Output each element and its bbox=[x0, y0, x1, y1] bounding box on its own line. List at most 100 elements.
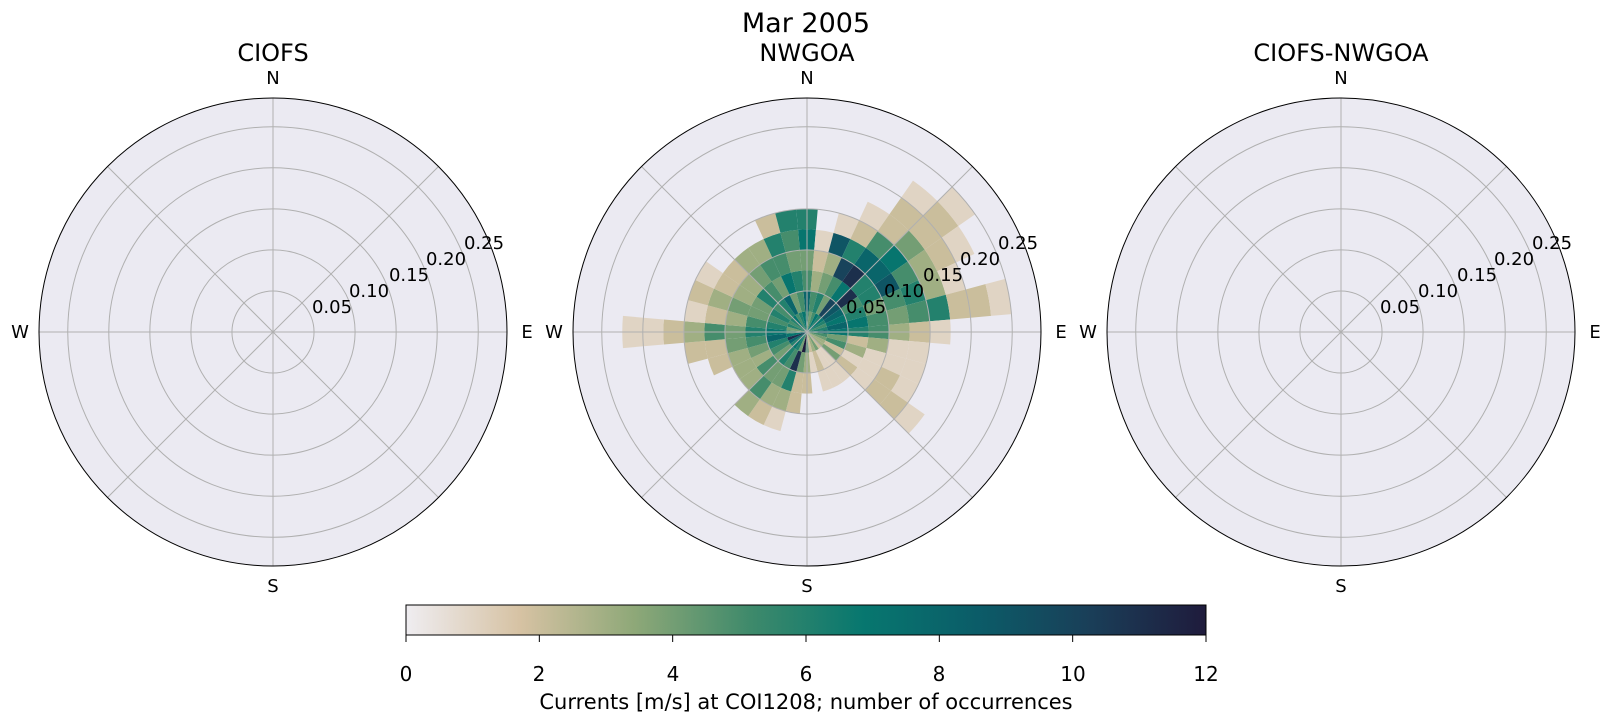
histogram-bar bbox=[807, 332, 826, 344]
radial-tick-label: 0.15 bbox=[389, 265, 429, 286]
histogram-bar bbox=[766, 333, 788, 343]
histogram-bar bbox=[748, 238, 773, 265]
colorbar-tick-label: 0 bbox=[400, 662, 413, 686]
figure-title: Mar 2005 bbox=[742, 8, 870, 39]
histogram-bar bbox=[795, 313, 807, 332]
histogram-bar bbox=[798, 312, 807, 332]
histogram-bar bbox=[874, 366, 901, 391]
histogram-bar bbox=[748, 399, 773, 426]
histogram-bar bbox=[767, 337, 789, 350]
radial-tick-label: 0.05 bbox=[846, 297, 886, 318]
histogram-bar bbox=[817, 272, 834, 295]
histogram-bar bbox=[810, 270, 823, 293]
histogram-bar bbox=[823, 308, 845, 324]
angular-gridline bbox=[272, 331, 439, 498]
histogram-bar bbox=[824, 365, 843, 388]
histogram-bar bbox=[713, 273, 740, 298]
radial-tick-labels: 0.05 0.10 0.15 0.20 0.25 bbox=[1380, 233, 1572, 318]
histogram-bar bbox=[747, 305, 770, 322]
angular-gridline bbox=[107, 331, 274, 498]
histogram-bar bbox=[941, 226, 975, 263]
compass-e-label: E bbox=[1055, 322, 1066, 343]
histogram-bar bbox=[815, 348, 831, 370]
histogram-bar bbox=[707, 288, 733, 311]
polar-spine bbox=[572, 97, 1042, 567]
histogram-bar bbox=[783, 348, 799, 370]
histogram-bar bbox=[745, 335, 768, 348]
polar-body bbox=[38, 97, 508, 567]
histogram-bar bbox=[923, 201, 959, 238]
histogram-bar bbox=[908, 215, 942, 250]
histogram-bar bbox=[891, 261, 919, 289]
polar-body bbox=[1106, 97, 1576, 567]
histogram-bar bbox=[900, 279, 926, 306]
histogram-bar bbox=[748, 375, 772, 400]
histogram-bar bbox=[812, 250, 829, 273]
histogram-bar bbox=[748, 264, 772, 289]
histogram-bar bbox=[684, 340, 708, 364]
histogram-bar bbox=[763, 232, 786, 258]
polar-panel-ciofs: CIOFS N S W E 0.05 0.10 0.15 0.20 0.25 bbox=[11, 39, 533, 597]
angular-gridline bbox=[107, 166, 274, 333]
compass-w-label: W bbox=[545, 322, 563, 343]
histogram-bar bbox=[937, 186, 976, 227]
histogram-bar bbox=[886, 305, 910, 325]
histogram-bar bbox=[756, 355, 778, 376]
radial-tick-label: 0.10 bbox=[1418, 281, 1458, 302]
polar-panel-ciofs-nwgoa: CIOFS-NWGOA N S W E 0.05 0.10 0.15 0.20 … bbox=[1079, 39, 1601, 597]
histogram-bar bbox=[772, 252, 792, 277]
histogram-bar bbox=[846, 316, 869, 329]
histogram-bar bbox=[844, 342, 867, 359]
polar-body bbox=[572, 97, 1042, 567]
histogram-bar bbox=[786, 332, 807, 338]
histogram-bar bbox=[881, 288, 907, 311]
histogram-bar bbox=[906, 340, 930, 364]
histogram-bar bbox=[965, 284, 992, 318]
histogram-bar bbox=[821, 343, 841, 362]
histogram-bar bbox=[704, 339, 728, 359]
angular-gridline bbox=[641, 166, 808, 333]
radial-tick-label: 0.20 bbox=[1494, 249, 1534, 270]
histogram-bar bbox=[739, 273, 764, 297]
histogram-bars bbox=[622, 180, 1012, 434]
histogram-bar bbox=[807, 312, 816, 332]
histogram-bar bbox=[900, 358, 926, 385]
compass-e-label: E bbox=[1589, 322, 1600, 343]
histogram-bar bbox=[773, 302, 793, 321]
histogram-bar bbox=[783, 294, 799, 316]
histogram-bar bbox=[739, 367, 764, 391]
histogram-bar bbox=[766, 321, 788, 331]
angular-gridline bbox=[272, 166, 439, 333]
histogram-bar bbox=[818, 346, 837, 366]
histogram-bar bbox=[788, 332, 807, 344]
colorbar-tick-label: 6 bbox=[800, 662, 813, 686]
histogram-bar bbox=[771, 365, 790, 388]
radial-tick-label: 0.05 bbox=[1380, 297, 1420, 318]
histogram-bar bbox=[817, 369, 834, 392]
histogram-bar bbox=[937, 262, 966, 295]
histogram-bar bbox=[862, 347, 887, 367]
histogram-bar bbox=[894, 402, 925, 434]
histogram-bar bbox=[769, 308, 791, 324]
histogram-bar bbox=[833, 257, 855, 282]
histogram-bar bbox=[807, 313, 819, 332]
histogram-bar bbox=[879, 244, 908, 274]
histogram-bar bbox=[772, 387, 792, 412]
histogram-bar bbox=[815, 294, 831, 316]
compass-w-label: W bbox=[1079, 322, 1097, 343]
angular-gridline bbox=[641, 331, 808, 498]
histogram-bar bbox=[844, 305, 867, 322]
histogram-bar bbox=[877, 214, 909, 245]
histogram-bar bbox=[763, 281, 784, 303]
histogram-bar bbox=[725, 337, 748, 354]
histogram-bar bbox=[891, 375, 919, 403]
angular-gridline bbox=[1340, 331, 1507, 498]
histogram-bar bbox=[918, 271, 946, 301]
histogram-bar bbox=[796, 291, 806, 313]
radial-tick-label: 0.25 bbox=[464, 233, 504, 254]
histogram-bar bbox=[734, 247, 760, 274]
angular-gridline bbox=[1175, 331, 1342, 498]
radial-tick-label: 0.15 bbox=[1457, 265, 1497, 286]
histogram-bar bbox=[688, 279, 714, 306]
histogram-bar bbox=[822, 252, 842, 277]
